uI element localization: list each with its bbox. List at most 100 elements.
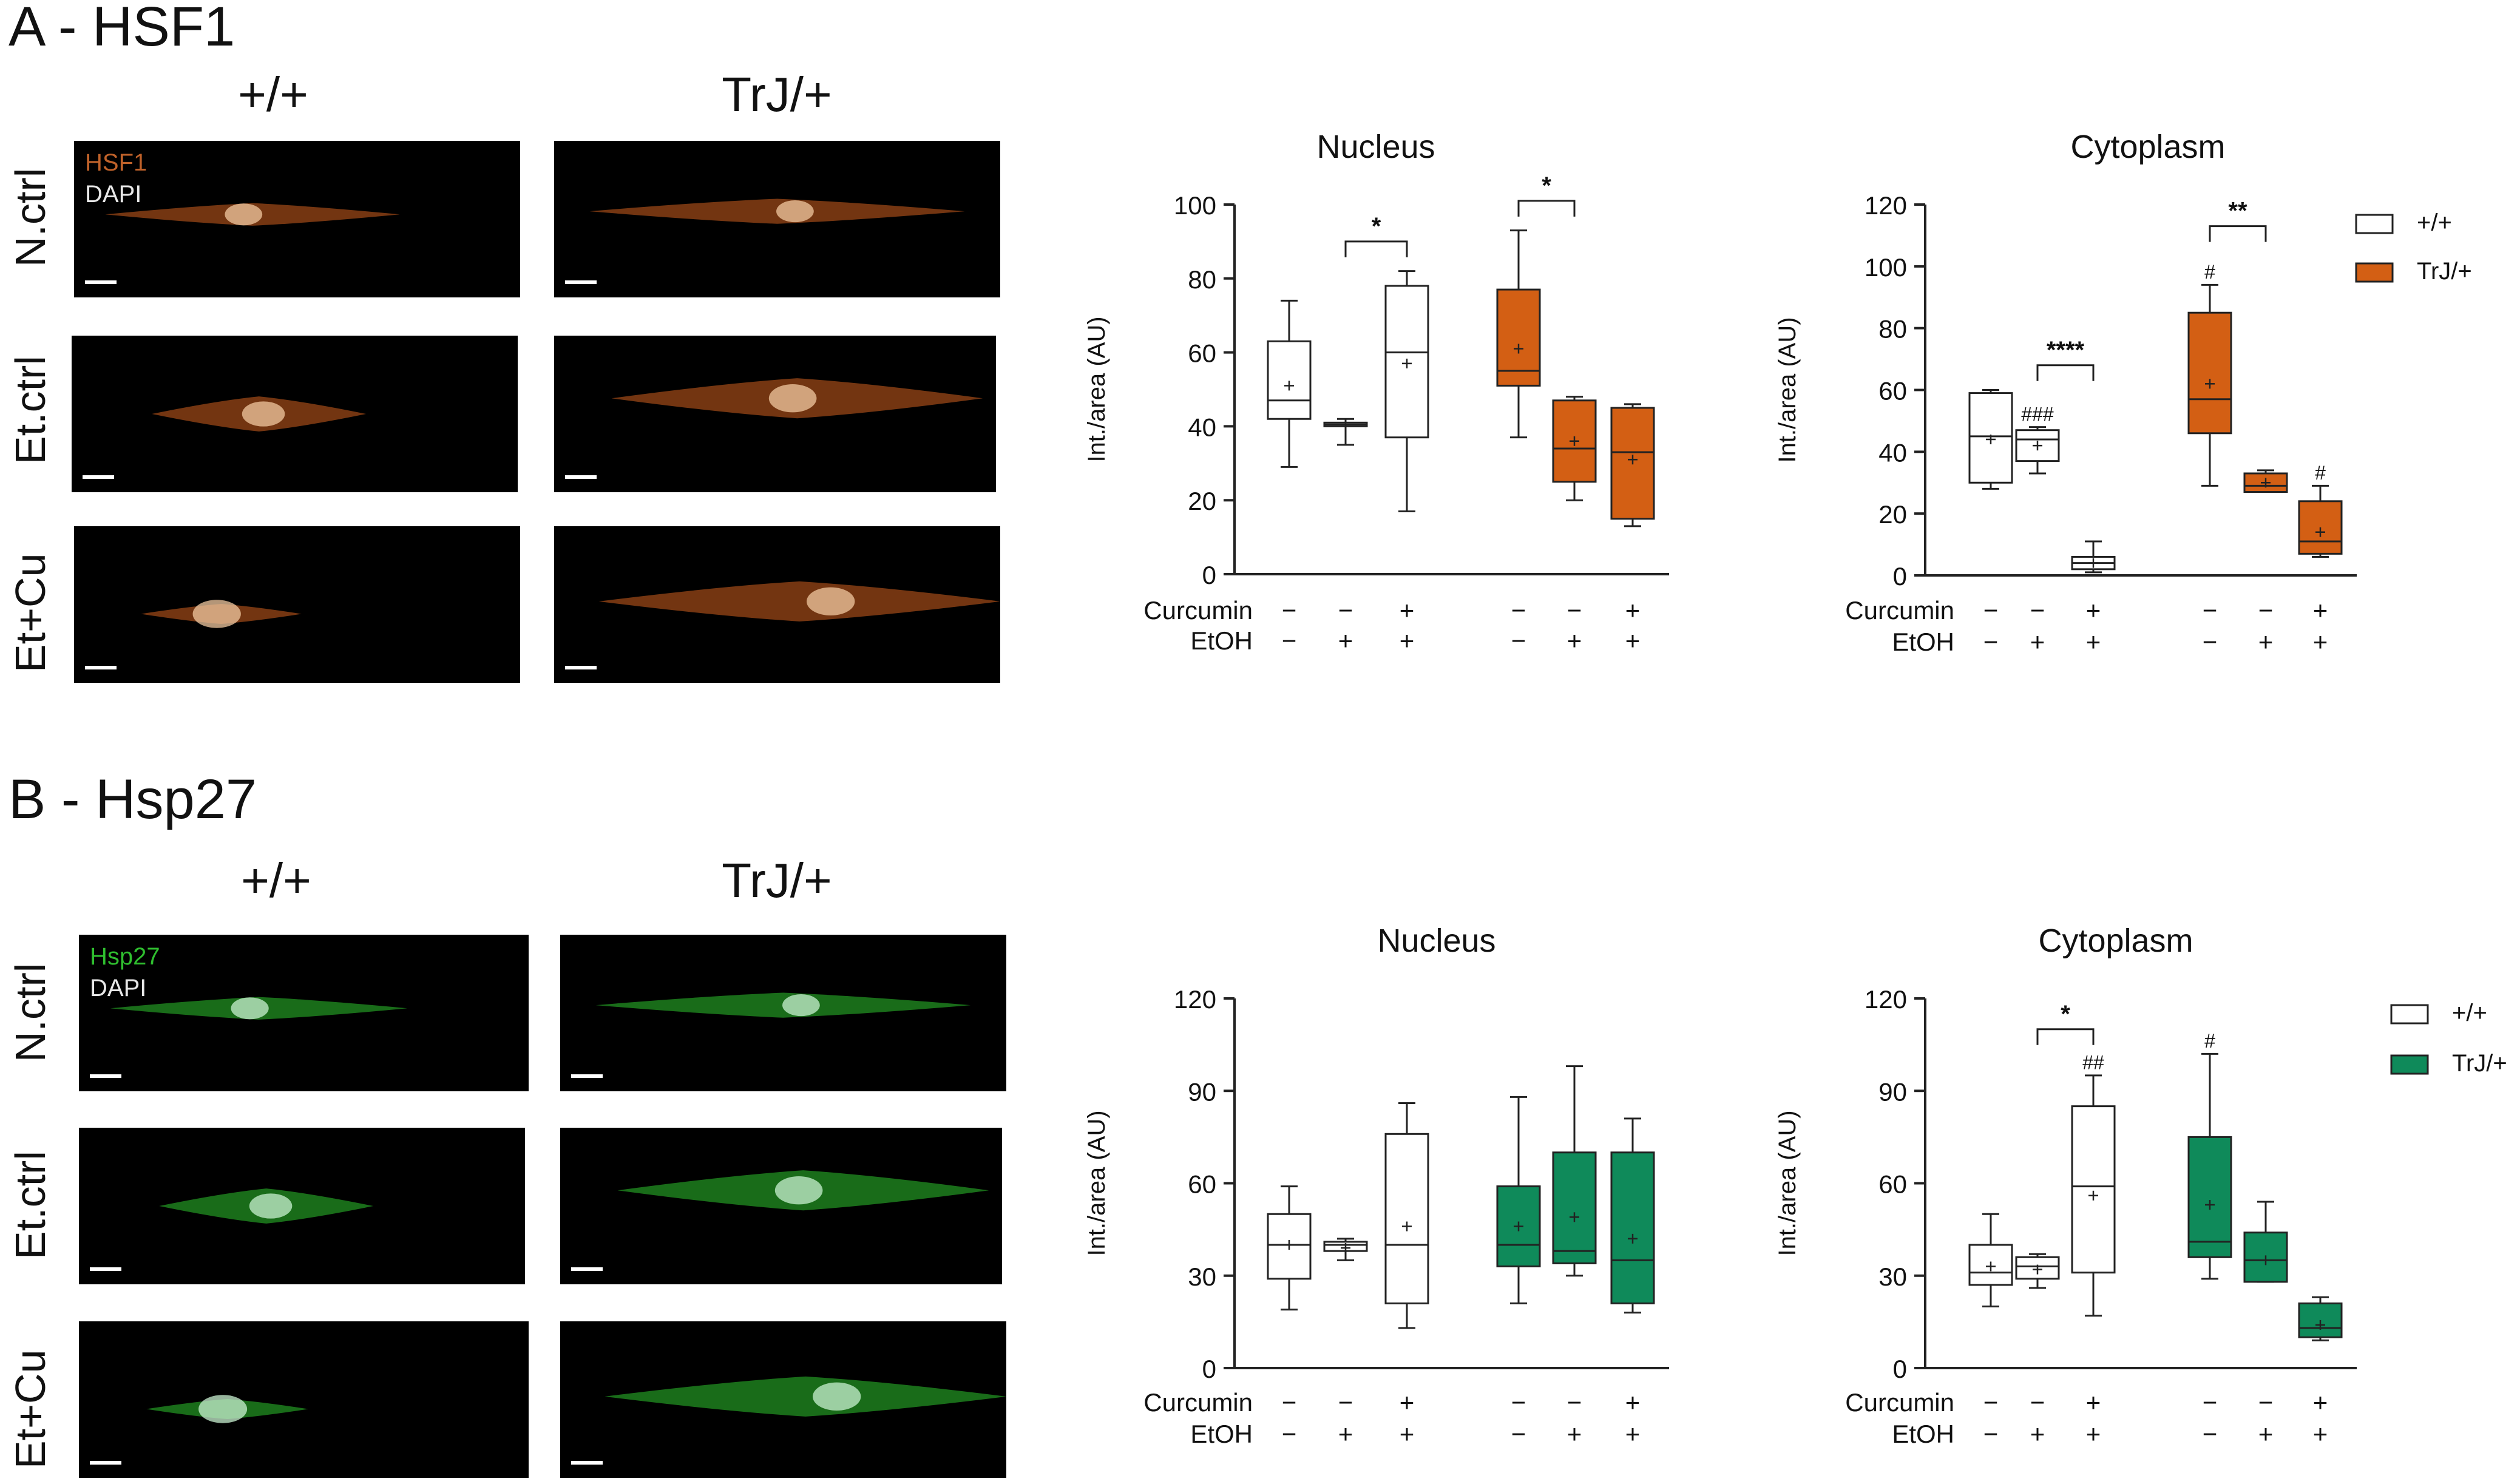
treatment-label: Curcumin [1845,596,1954,625]
box-5 [2243,469,2288,493]
treatment-symbol: + [1338,626,1353,655]
legend-swatch [2390,1004,2429,1025]
y-tick-label: 40 [1878,438,1907,467]
micrograph-a-trj-etctrl [554,336,996,492]
box-iqr [1610,1151,1655,1304]
y-tick-label: 60 [1188,1170,1216,1199]
y-tick-label: 0 [1893,1355,1907,1383]
scale-bar [83,475,114,479]
significance-label: * [1372,213,1381,240]
y-tick-label: 0 [1202,1355,1216,1383]
legend-label: +/+ [2417,209,2452,236]
chart-title: Nucleus [1316,129,1435,165]
treatment-symbol: − [1282,596,1297,625]
legend-label: TrJ/+ [2452,1050,2507,1077]
panel-b-title: B - Hsp27 [8,768,257,830]
treatment-symbol: − [1338,596,1353,625]
y-tick-label: 0 [1893,562,1907,591]
y-axis-label: Int./area (AU) [1774,1110,1801,1256]
treatment-symbol: + [1625,596,1641,625]
box-5 [1552,396,1597,501]
treatment-symbol: + [1400,596,1415,625]
box-4 [1496,229,1541,439]
scale-bar [571,1267,603,1271]
treatment-symbol: + [1625,1388,1641,1417]
hash-mark-label: ### [2021,403,2054,425]
box-iqr [1496,288,1541,387]
y-tick-label: 60 [1878,377,1907,405]
scale-bar [85,280,117,284]
y-tick-label: 90 [1878,1077,1907,1106]
cell-image [611,378,983,419]
hash-mark-label: ## [2082,1052,2104,1074]
cell-image [605,1376,1006,1417]
scale-bar [90,1267,121,1271]
box-iqr [1384,1133,1429,1304]
cell-image [105,203,400,226]
y-axis-label: Int./area (AU) [1083,316,1110,462]
treatment-symbol: − [1511,626,1526,655]
legend-swatch [2390,1054,2429,1075]
treatment-symbol: − [2203,596,2218,625]
box-iqr [2243,472,2288,493]
micrograph-b-wt-nctrl: Hsp27 DAPI [79,935,529,1091]
treatment-symbol: + [1625,1420,1641,1448]
y-tick-label: 120 [1865,985,1907,1014]
legend-swatch [2355,214,2394,234]
treatment-symbol: + [1400,1388,1415,1417]
cell-body [605,1376,1006,1417]
box-1 [1968,389,2013,490]
micrograph-b-trj-nctrl [560,935,1006,1091]
treatment-symbol: + [1625,626,1641,655]
box-2 [2015,426,2060,475]
treatment-symbol: − [1983,1420,1999,1448]
box-1 [1968,1213,2013,1307]
scale-bar [571,1074,603,1078]
panel-b-genotype-wt: +/+ [241,853,311,907]
treatment-symbol: + [2086,1388,2101,1417]
micrograph-b-trj-etcu [560,1321,1006,1478]
cell-nucleus [231,997,269,1020]
y-tick-label: 20 [1188,487,1216,515]
treatment-label: EtOH [1892,1420,1954,1448]
y-tick-label: 60 [1878,1170,1907,1199]
box-2 [1323,1238,1368,1261]
micrograph-a-wt-nctrl: HSF1 DAPI [74,141,520,297]
box-1 [1267,299,1312,468]
treatment-symbol: + [1400,1420,1415,1448]
treatment-symbol: − [2258,596,2274,625]
treatment-symbol: − [2203,628,2218,656]
box-iqr [2071,1105,2116,1274]
treatment-symbol: + [1400,626,1415,655]
significance-bracket [1517,200,1576,217]
y-tick-label: 90 [1188,1077,1216,1106]
legend-label: TrJ/+ [2417,258,2472,285]
scale-bar [565,280,597,284]
treatment-symbol: − [2203,1420,2218,1448]
treatment-symbol: − [1511,1388,1526,1417]
cell-nucleus [225,203,263,226]
y-tick-label: 80 [1878,315,1907,344]
box-3 [2071,540,2116,574]
cell-nucleus [249,1193,293,1219]
cell-image [589,198,965,224]
chart-a-nucleus: Nucleus 0 20 40 60 80 100 Int./area (AU) * * Curcu… [1083,129,1669,655]
treatment-symbol: + [1567,626,1582,655]
significance-label: ** [2228,198,2247,225]
treatment-symbol: + [2258,1420,2274,1448]
box-iqr [2187,1136,2232,1258]
treatment-symbol: + [2086,596,2101,625]
stain-label-hsf1: HSF1 [85,149,147,176]
y-axis-label: Int./area (AU) [1083,1110,1110,1256]
treatment-symbol: − [2203,1388,2218,1417]
treatment-label: EtOH [1190,1420,1253,1448]
treatment-symbol: + [2313,1388,2328,1417]
box-3 [1384,270,1429,512]
box-1 [1267,1185,1312,1311]
cell-image [598,581,1000,622]
box-5 [1552,1065,1597,1277]
legend-swatch [2355,262,2394,283]
cell-nucleus [192,600,241,628]
box-5 [2243,1201,2288,1283]
box-iqr [1267,340,1312,420]
